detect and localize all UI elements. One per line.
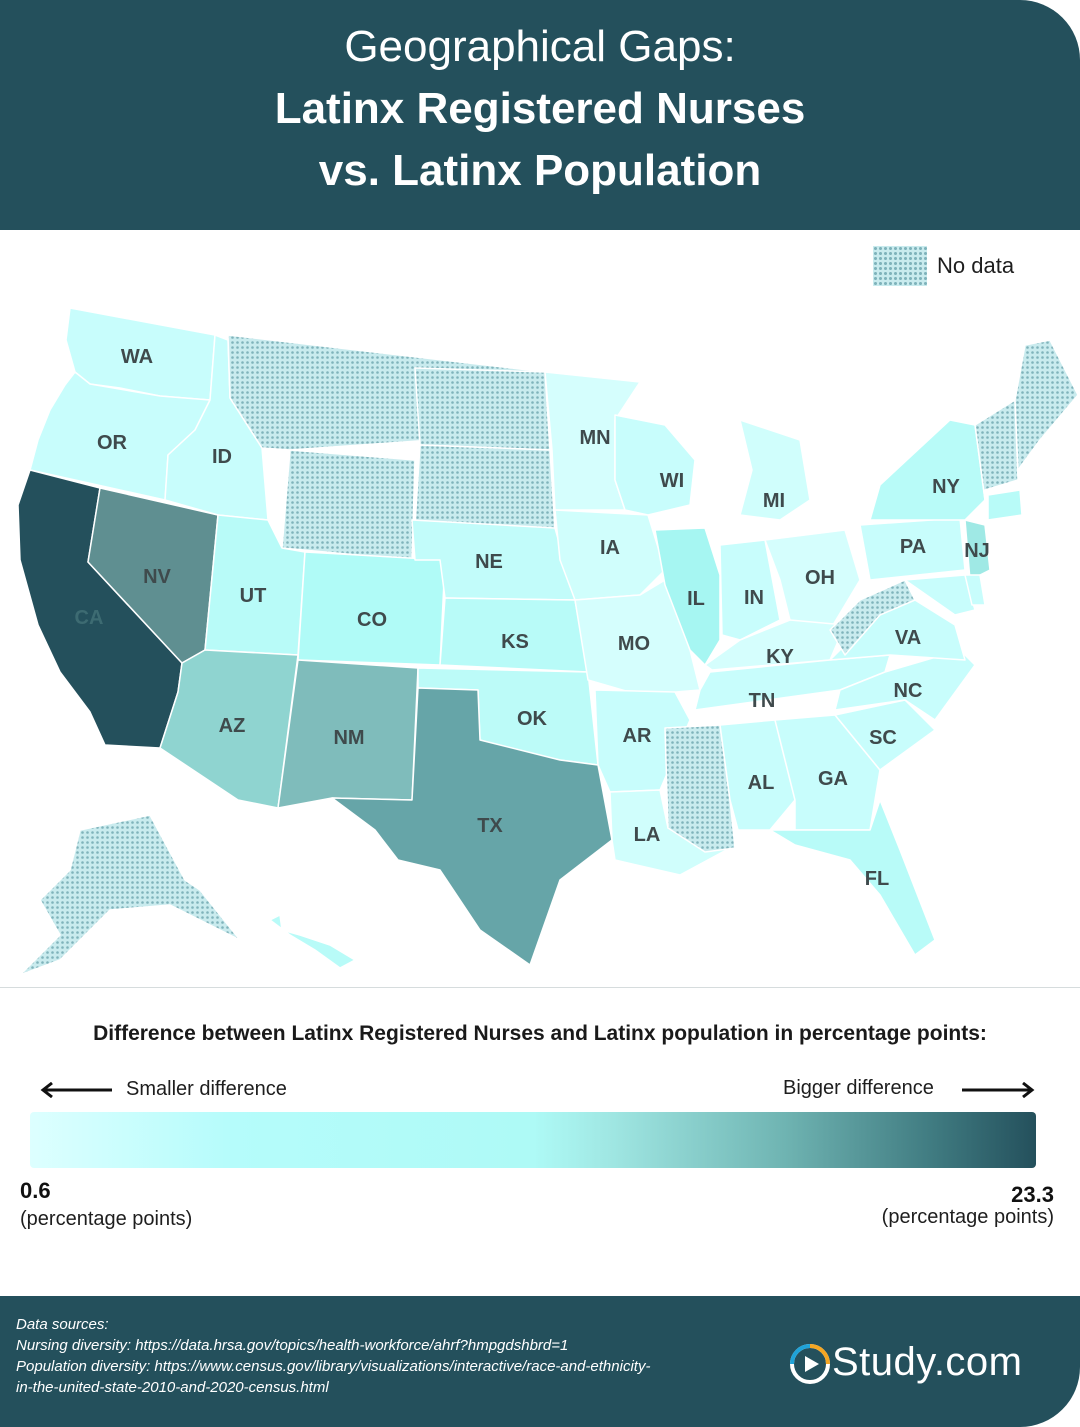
state-label-in: IN [744, 587, 764, 609]
state-label-ok: OK [517, 708, 548, 730]
title-line-3: vs. Latinx Population [318, 146, 762, 195]
state-il [654, 527, 721, 666]
state-nj [964, 519, 991, 581]
state-mi [739, 419, 811, 521]
state-me [1014, 339, 1079, 471]
state-in [719, 539, 781, 641]
smaller-difference-label: Smaller difference [126, 1078, 287, 1100]
state-label-pa: PA [900, 536, 926, 558]
no-data-swatch [873, 246, 927, 286]
title-banner: Geographical Gaps: Latinx Registered Nur… [0, 0, 1080, 230]
state-label-mi: MI [763, 490, 785, 512]
footer: Data sources: Nursing diversity: https:/… [0, 1296, 1080, 1427]
state-label-ne: NE [475, 551, 503, 573]
state-label-mo: MO [618, 633, 650, 655]
state-label-ca: CA [75, 607, 104, 629]
state-tn [694, 654, 891, 711]
color-scale-bar [30, 1112, 1036, 1168]
state-label-ks: KS [501, 631, 529, 653]
arrow-left-icon [40, 1082, 112, 1098]
state-label-id: ID [212, 446, 232, 468]
state-ny [869, 419, 986, 521]
state-label-oh: OH [805, 567, 835, 589]
us-map: WA OR CA NV ID UT AZ CO NM NE KS OK TX MN IA MO AR LA WI IL… [0, 295, 1080, 985]
state-hi [269, 914, 356, 969]
state-wy [281, 449, 416, 561]
state-label-nv: NV [143, 566, 171, 588]
state-nc [834, 649, 976, 721]
state-ne-states [974, 399, 1019, 501]
state-label-wi: WI [660, 470, 684, 492]
state-label-nc: NC [894, 680, 923, 702]
state-label-ga: GA [818, 768, 848, 790]
state-label-ny: NY [932, 476, 960, 498]
scale-min-unit: (percentage points) [20, 1208, 193, 1230]
state-sc [834, 699, 936, 771]
state-label-va: VA [895, 627, 921, 649]
state-label-or: OR [97, 432, 128, 454]
state-label-wa: WA [121, 346, 153, 368]
us-map-svg: WA OR CA NV ID UT AZ CO NM NE KS OK TX MN IA MO AR LA WI IL… [17, 307, 1079, 976]
state-label-ar: AR [623, 725, 652, 747]
state-label-sc: SC [869, 727, 897, 749]
state-de [964, 574, 986, 606]
state-wv [829, 579, 916, 656]
state-label-mn: MN [579, 427, 610, 449]
state-ct [987, 489, 1023, 521]
state-md [904, 574, 976, 616]
state-label-la: LA [634, 824, 661, 846]
state-mo [574, 579, 701, 696]
state-label-az: AZ [219, 715, 246, 737]
state-label-co: CO [357, 609, 387, 631]
state-label-nj: NJ [964, 540, 990, 562]
logo-text: Study.com [832, 1340, 1023, 1384]
scale-max-unit: (percentage points) [881, 1206, 1054, 1228]
state-label-al: AL [748, 772, 775, 794]
state-label-tx: TX [477, 815, 503, 837]
state-tx [331, 687, 613, 966]
state-label-tn: TN [749, 690, 776, 712]
no-data-label: No data [937, 253, 1015, 278]
nursing-source: Nursing diversity: https://data.hrsa.gov… [16, 1337, 569, 1354]
arrow-right-icon [962, 1082, 1035, 1098]
title-line-1: Geographical Gaps: [344, 22, 736, 71]
state-label-nm: NM [333, 727, 364, 749]
state-label-ia: IA [600, 537, 620, 559]
study-logo-icon [790, 1344, 830, 1384]
state-nd [414, 367, 551, 451]
population-source-line-2: in-the-united-state-2010-and-2020-census… [16, 1379, 329, 1396]
data-sources: Data sources: Nursing diversity: https:/… [16, 1314, 766, 1398]
state-ak [19, 814, 241, 976]
state-label-ky: KY [766, 646, 794, 668]
state-sd [414, 444, 556, 531]
title-line-2: Latinx Registered Nurses [274, 84, 806, 133]
population-source-line-1: Population diversity: https://www.census… [16, 1358, 651, 1375]
state-label-il: IL [687, 588, 705, 610]
scale-min-value: 0.6 [20, 1178, 51, 1203]
state-label-ut: UT [240, 585, 267, 607]
scale-max-value: 23.3 [1011, 1182, 1054, 1207]
section-divider [0, 987, 1080, 988]
state-wi [614, 414, 696, 516]
sources-heading: Data sources: [16, 1316, 109, 1333]
state-label-fl: FL [865, 868, 889, 890]
bigger-difference-label: Bigger difference [783, 1077, 934, 1099]
legend-title: Difference between Latinx Registered Nur… [93, 1022, 987, 1045]
state-fl [769, 799, 936, 956]
